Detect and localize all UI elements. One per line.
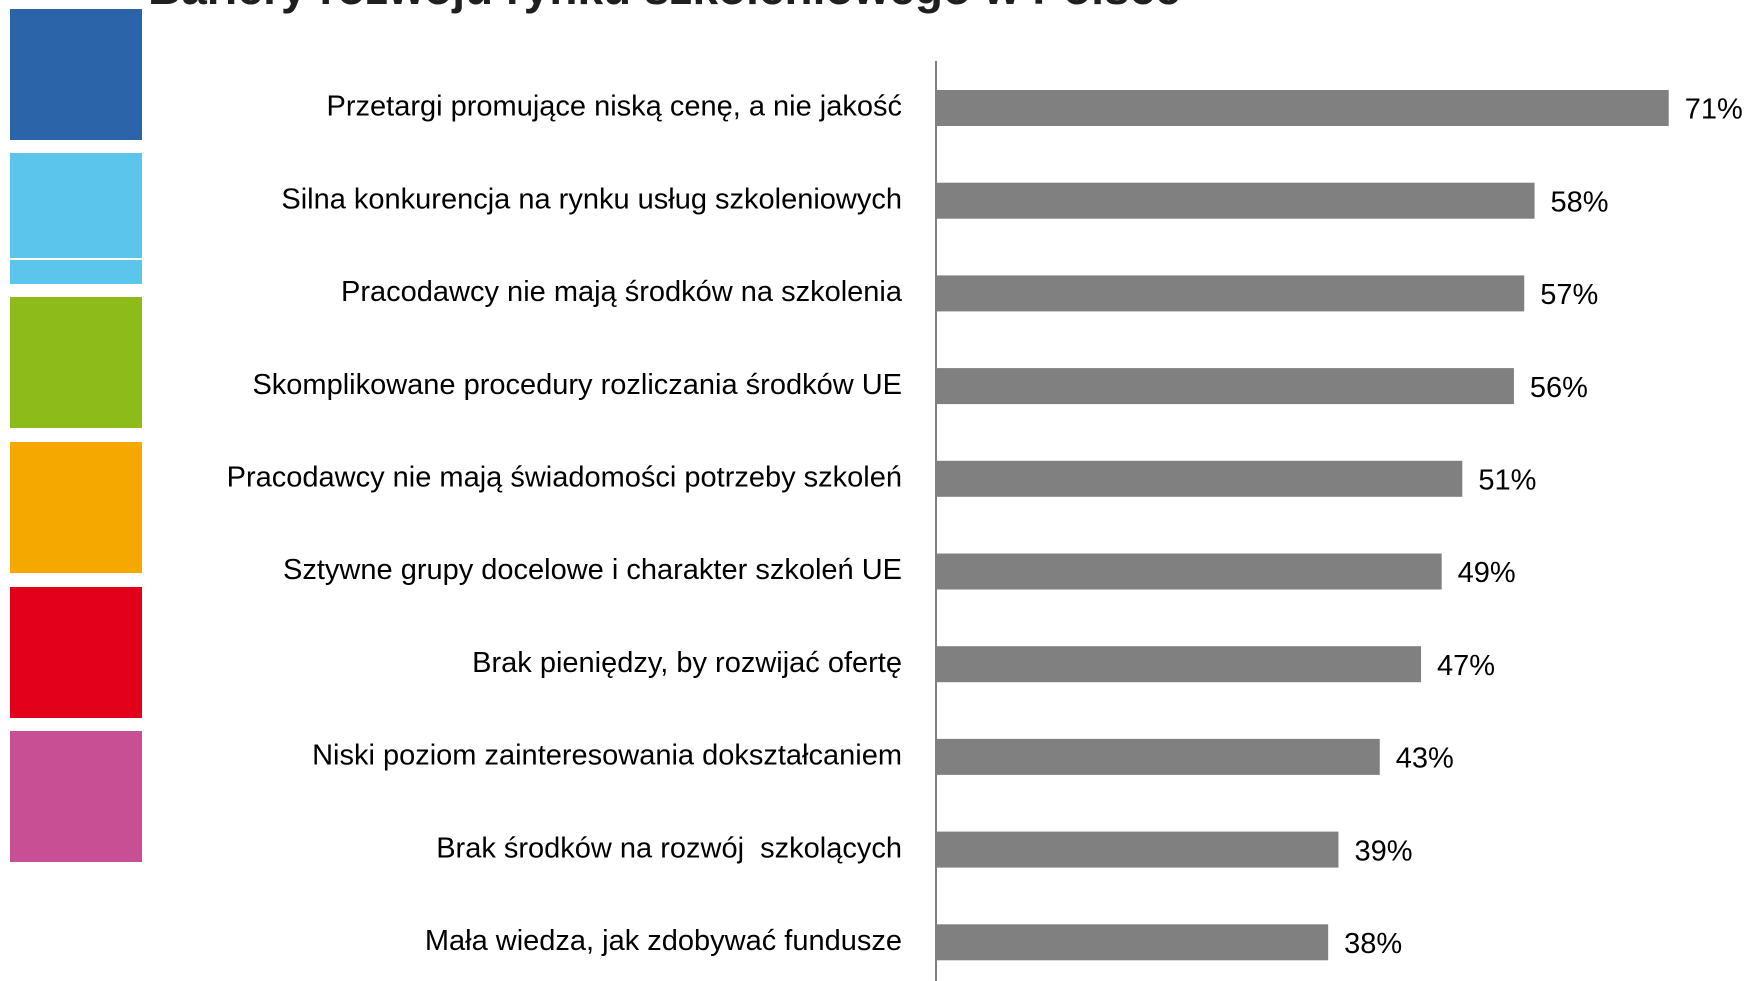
category-label: Przetargi promujące niską cenę, a nie ja… (327, 91, 902, 123)
value-label: 43% (1396, 743, 1454, 775)
value-label: 47% (1437, 650, 1495, 682)
square (10, 587, 142, 718)
bar (936, 553, 1442, 590)
category-label: Pracodawcy nie mają środków na szkolenia (341, 276, 903, 308)
category-label: Skomplikowane procedury rozliczania środ… (252, 369, 902, 401)
bar (936, 368, 1514, 405)
square (10, 731, 142, 862)
category-label: Pracodawcy nie mają świadomości potrzeby… (227, 461, 902, 493)
square (10, 153, 142, 284)
category-label: Sztywne grupy docelowe i charakter szkol… (283, 554, 902, 586)
bar (936, 738, 1380, 775)
category-label: Niski poziom zainteresowania dokształcan… (312, 740, 902, 772)
value-label: 56% (1530, 372, 1588, 404)
bar (936, 646, 1422, 683)
square (10, 297, 142, 428)
category-label: Brak środków na rozwój szkolących (436, 832, 902, 864)
value-label: 51% (1478, 464, 1536, 496)
square (10, 442, 142, 573)
category-label: Mała wiedza, jak zdobywać fundusze (425, 925, 902, 957)
category-label: Silna konkurencja na rynku usług szkolen… (281, 183, 902, 215)
bar (936, 182, 1535, 219)
value-label: 38% (1344, 928, 1402, 960)
value-label: 57% (1540, 279, 1598, 311)
value-label: 71% (1685, 94, 1743, 126)
bar (936, 924, 1329, 961)
decoration-squares (10, 9, 142, 862)
bar (936, 460, 1463, 497)
bar (936, 90, 1669, 126)
square (10, 9, 142, 140)
bar (936, 831, 1339, 868)
bar (936, 275, 1525, 312)
chart-title: Bariery rozwoju rynku szkoleniowego w Po… (148, 0, 1181, 14)
value-label: 49% (1458, 557, 1516, 589)
category-label: Brak pieniędzy, by rozwijać ofertę (472, 647, 902, 679)
value-label: 39% (1354, 835, 1412, 867)
value-label: 58% (1551, 186, 1609, 218)
